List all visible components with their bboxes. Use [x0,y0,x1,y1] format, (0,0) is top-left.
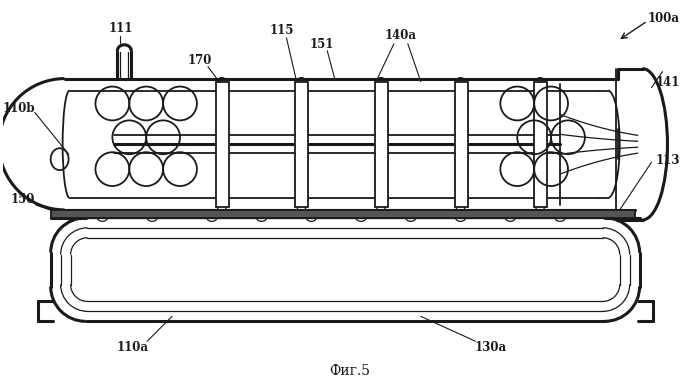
Text: 110a: 110a [116,341,148,354]
Text: 140a: 140a [385,29,417,42]
Text: Фиг.5: Фиг.5 [330,364,370,378]
Bar [534,82,547,207]
Text: 113: 113 [656,154,680,167]
Bar [216,82,229,207]
Bar [454,82,468,207]
Bar [51,210,635,218]
Text: 110b: 110b [3,102,35,115]
Text: 130a: 130a [475,341,507,354]
Text: 111: 111 [108,22,133,35]
Text: 100a: 100a [647,12,679,25]
Bar [296,82,308,207]
Text: 141: 141 [656,76,680,89]
Text: 170: 170 [188,54,212,67]
Text: 115: 115 [269,24,294,37]
Bar [375,82,388,207]
Text: 150: 150 [10,193,35,206]
Text: 151: 151 [309,38,333,51]
